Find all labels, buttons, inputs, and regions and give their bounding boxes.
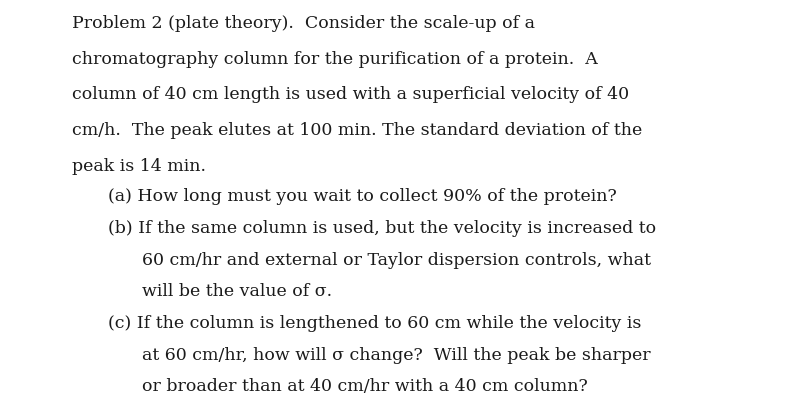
Text: Problem 2 (plate theory).  Consider the scale-up of a: Problem 2 (plate theory). Consider the s…	[72, 15, 535, 32]
Text: 60 cm/hr and external or Taylor dispersion controls, what: 60 cm/hr and external or Taylor dispersi…	[142, 252, 651, 269]
Text: at 60 cm/hr, how will σ change?  Will the peak be sharper: at 60 cm/hr, how will σ change? Will the…	[142, 347, 651, 364]
Text: will be the value of σ.: will be the value of σ.	[142, 283, 333, 300]
Text: peak is 14 min.: peak is 14 min.	[72, 158, 206, 175]
Text: (c) If the column is lengthened to 60 cm while the velocity is: (c) If the column is lengthened to 60 cm…	[108, 315, 642, 332]
Text: (a) How long must you wait to collect 90% of the protein?: (a) How long must you wait to collect 90…	[108, 188, 617, 205]
Text: cm/h.  The peak elutes at 100 min. The standard deviation of the: cm/h. The peak elutes at 100 min. The st…	[72, 122, 642, 139]
Text: (b) If the same column is used, but the velocity is increased to: (b) If the same column is used, but the …	[108, 220, 656, 237]
Text: column of 40 cm length is used with a superficial velocity of 40: column of 40 cm length is used with a su…	[72, 86, 629, 103]
Text: chromatography column for the purification of a protein.  A: chromatography column for the purificati…	[72, 51, 598, 68]
Text: or broader than at 40 cm/hr with a 40 cm column?: or broader than at 40 cm/hr with a 40 cm…	[142, 378, 588, 395]
